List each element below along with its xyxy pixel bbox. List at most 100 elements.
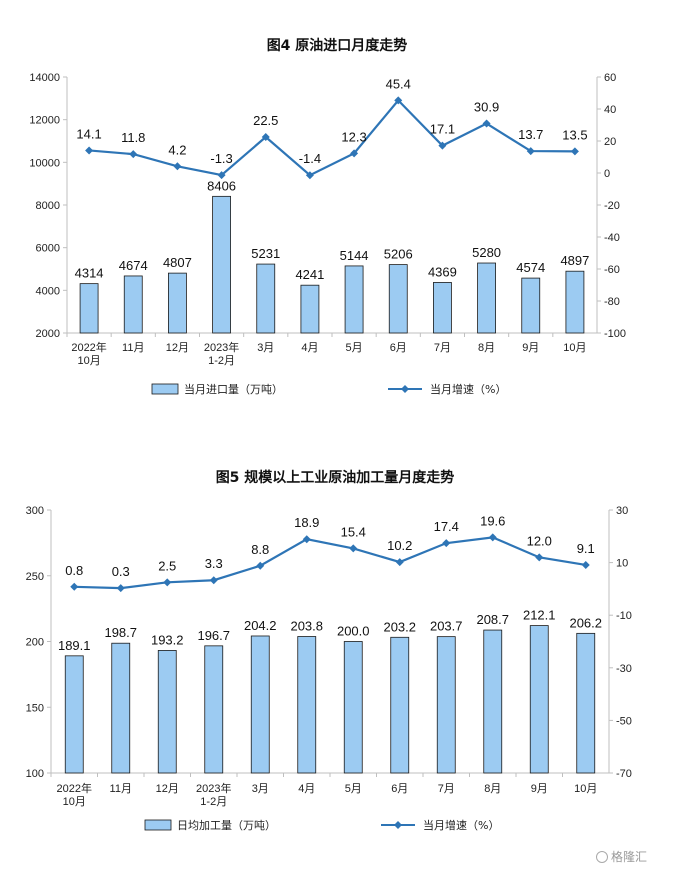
line-value-label: 13.5 <box>562 127 587 142</box>
chart-title: 图4 原油进口月度走势 <box>267 37 408 54</box>
x-tick-label: 11月 <box>122 342 144 354</box>
right-tick-label: 60 <box>604 72 616 84</box>
line-point <box>70 582 79 591</box>
line-value-label: 11.8 <box>121 130 145 145</box>
legend-bar-label: 日均加工量（万吨） <box>177 819 276 832</box>
legend-bar-swatch <box>144 819 172 831</box>
right-tick-label: -30 <box>616 663 632 675</box>
line-value-label: 12.0 <box>527 533 552 548</box>
line-point <box>217 171 226 180</box>
bar <box>64 655 84 774</box>
bar <box>576 632 596 774</box>
bar-value-label: 4674 <box>119 258 148 273</box>
bar <box>212 195 231 334</box>
x-tick-label: 2022年 <box>71 340 106 354</box>
bar <box>168 272 187 334</box>
bar <box>79 283 99 334</box>
growth-line <box>74 536 586 590</box>
line-value-label: -1.4 <box>299 151 321 166</box>
line-point <box>438 141 447 150</box>
line-point <box>163 578 172 587</box>
line-value-label: 4.2 <box>168 142 186 157</box>
bar-value-label: 8406 <box>207 178 236 193</box>
x-tick-label: 12月 <box>156 783 179 795</box>
bar <box>297 636 317 774</box>
line-value-label: 14.1 <box>76 126 101 141</box>
watermark: 格隆汇 <box>596 848 647 865</box>
line-value-label: 9.1 <box>577 541 595 556</box>
chart-title: 图5 规模以上工业原油加工量月度走势 <box>216 469 455 486</box>
bar <box>477 262 496 334</box>
line-point <box>488 533 497 542</box>
left-tick-label: 10000 <box>29 157 60 169</box>
legend-line-label: 当月增速（%） <box>423 818 499 832</box>
x-tick-label: 2023年 <box>196 781 231 795</box>
line-value-label: 17.1 <box>430 122 455 137</box>
bar <box>344 265 364 334</box>
bar <box>111 642 131 774</box>
bar <box>529 625 549 774</box>
bar <box>343 641 363 774</box>
watermark-logo-icon <box>596 850 608 863</box>
left-tick-label: 200 <box>26 637 44 649</box>
line-value-label: 19.6 <box>480 513 505 528</box>
x-tick-label: 1-2月 <box>208 355 235 367</box>
bar-value-label: 4369 <box>428 264 457 279</box>
line-point <box>129 150 138 159</box>
bar-value-label: 5144 <box>340 248 369 263</box>
x-tick-label: 10月 <box>63 796 86 808</box>
x-tick-label: 4月 <box>298 783 315 795</box>
line-value-label: -1.3 <box>210 151 232 166</box>
x-tick-label: 2022年 <box>57 781 92 795</box>
bar-value-label: 189.1 <box>58 638 91 653</box>
line-point <box>305 171 314 180</box>
right-tick-label: -20 <box>604 200 620 212</box>
bar <box>123 275 143 334</box>
line-value-label: 2.5 <box>158 558 176 573</box>
left-tick-label: 150 <box>26 702 44 714</box>
line-value-label: 30.9 <box>474 100 499 115</box>
x-tick-label: 4月 <box>301 342 318 354</box>
x-tick-label: 10月 <box>563 342 586 354</box>
left-tick-label: 12000 <box>29 115 60 127</box>
bar <box>483 629 503 774</box>
bar <box>433 282 452 334</box>
left-tick-label: 250 <box>26 571 44 583</box>
bar-value-label: 4314 <box>75 266 104 281</box>
bar-value-label: 5280 <box>472 245 501 260</box>
bar <box>521 277 541 334</box>
bar-value-label: 203.7 <box>430 619 463 634</box>
bar-value-label: 198.7 <box>104 625 137 640</box>
right-tick-label: -70 <box>616 768 632 780</box>
bar <box>390 636 410 774</box>
line-point <box>350 149 359 158</box>
bar <box>256 263 276 334</box>
right-tick-label: -60 <box>604 264 620 276</box>
left-tick-label: 100 <box>26 768 44 780</box>
line-value-label: 0.3 <box>112 564 130 579</box>
line-point <box>173 162 182 171</box>
bar <box>204 645 224 774</box>
legend-line-marker <box>401 385 409 393</box>
bar-value-label: 203.2 <box>383 619 416 634</box>
left-tick-label: 2000 <box>36 328 60 340</box>
x-tick-label: 8月 <box>478 342 495 354</box>
line-value-label: 0.8 <box>65 563 83 578</box>
growth-line <box>88 98 575 177</box>
bar <box>300 284 320 334</box>
right-tick-label: 20 <box>604 136 616 148</box>
bar-value-label: 5206 <box>384 247 413 262</box>
x-tick-label: 7月 <box>438 783 455 795</box>
legend-line-marker <box>394 821 402 829</box>
line-value-label: 15.4 <box>341 524 366 539</box>
left-tick-label: 4000 <box>36 285 60 297</box>
bar-value-label: 193.2 <box>151 632 184 647</box>
line-value-label: 12.3 <box>341 129 366 144</box>
x-tick-label: 7月 <box>434 342 451 354</box>
bar-value-label: 200.0 <box>337 624 370 639</box>
line-value-label: 22.5 <box>253 113 278 128</box>
left-tick-label: 300 <box>26 505 44 517</box>
legend-line-label: 当月增速（%） <box>430 382 506 396</box>
line-value-label: 10.2 <box>387 538 412 553</box>
